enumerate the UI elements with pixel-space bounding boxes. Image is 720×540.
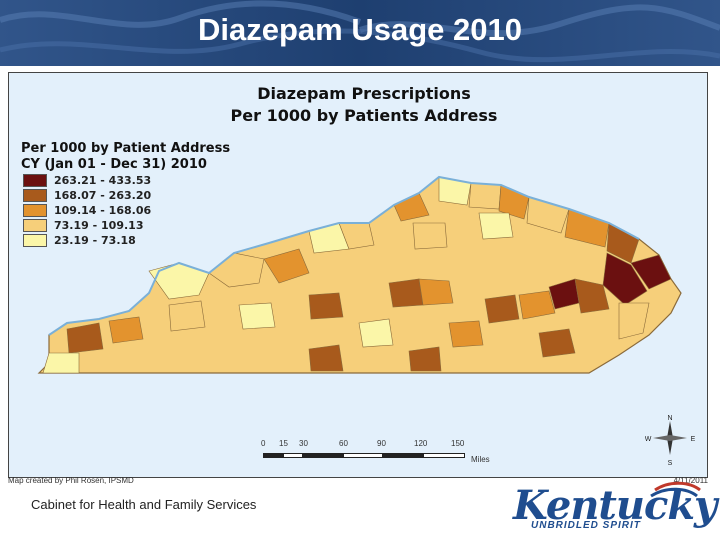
legend-swatch — [23, 219, 47, 232]
scale-line — [263, 453, 468, 458]
legend-label: 263.21 - 433.53 — [54, 174, 152, 187]
county-patch — [168, 300, 206, 332]
map-date: 4/11/2011 — [673, 476, 708, 485]
kentucky-logo: Kentucky UNBRIDLED SPIRIT — [505, 476, 717, 536]
logo-tagline: UNBRIDLED SPIRIT — [531, 520, 641, 531]
slide-title: Diazepam Usage 2010 — [198, 12, 522, 47]
title-banner: Diazepam Usage 2010 — [0, 0, 720, 66]
county-patch — [238, 302, 276, 330]
county-patch — [418, 278, 454, 306]
legend-item: 73.19 - 109.13 — [23, 218, 230, 233]
scale-bar: 0 15 30 60 90 120 150 Miles — [259, 439, 490, 469]
county-patch — [468, 182, 502, 210]
scale-tick: 0 — [261, 439, 266, 448]
county-patch — [630, 254, 672, 290]
compass-s: S — [668, 460, 673, 467]
legend-item: 263.21 - 433.53 — [23, 173, 230, 188]
map-panel: Diazepam Prescriptions Per 1000 by Patie… — [8, 72, 708, 478]
map-title-line1: Diazepam Prescriptions — [257, 84, 471, 103]
logo-word: Kentucky — [513, 482, 717, 529]
map-title-line2: Per 1000 by Patients Address — [230, 106, 498, 125]
scale-tick: 60 — [339, 439, 348, 448]
county-patch — [574, 278, 610, 314]
county-patch — [263, 248, 310, 284]
county-patch — [66, 322, 104, 354]
banner-pattern — [0, 0, 720, 63]
legend-label: 109.14 - 168.06 — [54, 204, 152, 217]
kentucky-choropleth — [37, 175, 682, 374]
county-patch — [518, 290, 556, 320]
legend-heading-line2: CY (Jan 01 - Dec 31) 2010 — [21, 157, 207, 172]
compass-e: E — [691, 436, 695, 443]
county-patch — [602, 252, 648, 306]
county-patch — [412, 222, 448, 250]
county-patch — [408, 346, 442, 372]
legend-item: 23.19 - 73.18 — [23, 233, 230, 248]
scale-tick: 120 — [414, 439, 428, 448]
county-patch — [358, 318, 394, 348]
map-credit: Map created by Phil Rosen, IPSMD — [8, 476, 134, 485]
map-title: Diazepam Prescriptions Per 1000 by Patie… — [209, 83, 519, 127]
legend-item: 109.14 - 168.06 — [23, 203, 230, 218]
county-patch — [308, 292, 344, 320]
scale-unit: Miles — [471, 455, 490, 464]
county-patches — [42, 176, 672, 374]
logo-swoosh-icon — [650, 481, 701, 498]
legend-swatch — [23, 234, 47, 247]
scale-tick: 15 — [279, 439, 288, 448]
legend-swatch — [23, 174, 47, 187]
compass-w: W — [645, 436, 652, 443]
county-patch — [618, 302, 650, 340]
legend-item: 168.07 - 263.20 — [23, 188, 230, 203]
map-legend: Per 1000 by Patient Address CY (Jan 01 -… — [21, 141, 230, 248]
county-patch — [388, 278, 424, 308]
compass-rose-icon: N S E W — [645, 415, 695, 467]
legend-label: 168.07 - 263.20 — [54, 189, 152, 202]
county-patch — [448, 320, 484, 348]
county-patch — [308, 344, 344, 372]
scale-tick: 90 — [377, 439, 386, 448]
legend-swatch — [23, 189, 47, 202]
scale-tick: 150 — [451, 439, 465, 448]
county-patch — [42, 352, 80, 374]
compass-n: N — [667, 415, 672, 422]
footer-text: Cabinet for Health and Family Services — [31, 497, 257, 512]
legend-swatch — [23, 204, 47, 217]
legend-label: 23.19 - 73.18 — [54, 234, 136, 247]
county-patch — [108, 316, 144, 344]
river-line — [48, 175, 640, 336]
county-patch — [478, 212, 514, 240]
legend-label: 73.19 - 109.13 — [54, 219, 144, 232]
legend-heading-line1: Per 1000 by Patient Address — [21, 141, 231, 156]
scale-tick: 30 — [299, 439, 308, 448]
county-patch — [538, 328, 576, 358]
county-patch — [484, 294, 520, 324]
